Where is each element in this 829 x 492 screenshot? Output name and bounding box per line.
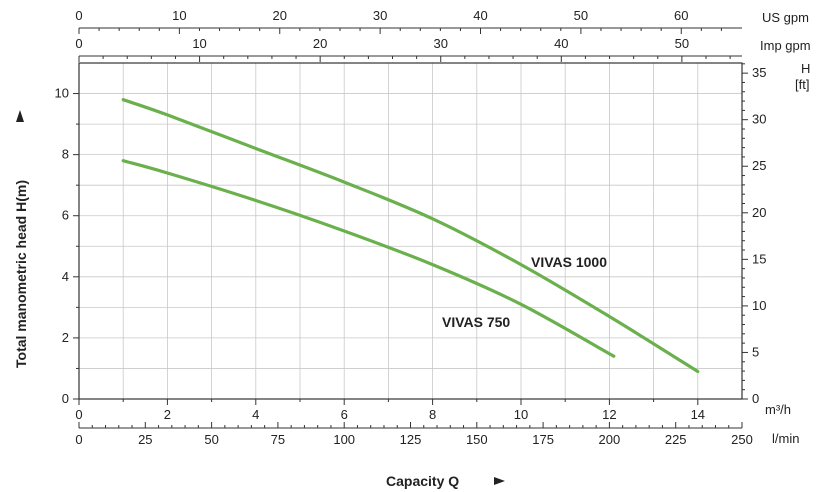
bottom-secondary-unit: l/min	[772, 431, 799, 446]
x-axis-title: Capacity Q	[386, 473, 459, 489]
right-tick-label: 20	[752, 205, 766, 220]
us-gpm-tick-label: 30	[373, 8, 387, 23]
right-tick-label: 35	[752, 65, 766, 80]
bottom-tick-label: 12	[602, 407, 616, 422]
bottom-tick-label: 0	[75, 407, 82, 422]
left-tick-label: 6	[62, 208, 69, 223]
imp-gpm-tick-label: 0	[75, 36, 82, 51]
us-gpm-tick-label: 10	[172, 8, 186, 23]
series-label-vivas-750: VIVAS 750	[442, 314, 510, 330]
lmin-tick-label: 75	[271, 432, 285, 447]
lmin-tick-label: 125	[400, 432, 422, 447]
imp-gpm-tick-label: 10	[192, 36, 206, 51]
bottom-tick-label: 14	[691, 407, 705, 422]
lmin-tick-label: 175	[532, 432, 554, 447]
series-lines	[121, 98, 700, 374]
bottom-tick-label: 10	[514, 407, 528, 422]
right-tick-label: 30	[752, 112, 766, 127]
imp-gpm-tick-label: 40	[554, 36, 568, 51]
lmin-tick-label: 25	[138, 432, 152, 447]
imp-gpm-tick-label: 30	[433, 36, 447, 51]
us-gpm-tick-label: 0	[75, 8, 82, 23]
lmin-tick-label: 100	[333, 432, 355, 447]
lmin-tick-label: 150	[466, 432, 488, 447]
y-axis-title: Total manometric head H(m)	[13, 180, 29, 368]
lmin-tick-label: 225	[665, 432, 687, 447]
grid	[79, 63, 742, 399]
y-axis-arrow-icon	[16, 110, 24, 122]
bottom-primary-unit: m³/h	[765, 402, 791, 417]
us-gpm-tick-label: 40	[473, 8, 487, 23]
top-primary-unit: US gpm	[762, 10, 809, 25]
left-tick-label: 8	[62, 147, 69, 162]
right-tick-label: 15	[752, 251, 766, 266]
left-tick-label: 4	[62, 269, 69, 284]
bottom-tick-label: 6	[341, 407, 348, 422]
right-unit-ft: [ft]	[795, 77, 809, 92]
right-tick-label: 0	[752, 391, 759, 406]
lmin-tick-label: 50	[204, 432, 218, 447]
lmin-tick-label: 0	[75, 432, 82, 447]
left-tick-label: 2	[62, 330, 69, 345]
bottom-tick-label: 2	[164, 407, 171, 422]
bottom-tick-label: 8	[429, 407, 436, 422]
series-label-vivas-1000: VIVAS 1000	[531, 254, 607, 270]
series-line-vivas-1000	[121, 98, 700, 374]
left-tick-label: 10	[55, 86, 69, 101]
right-tick-label: 5	[752, 344, 759, 359]
bottom-tick-label: 4	[252, 407, 259, 422]
right-unit-h: H	[801, 61, 810, 76]
us-gpm-tick-label: 50	[574, 8, 588, 23]
top-secondary-unit: Imp gpm	[760, 38, 811, 53]
right-tick-label: 10	[752, 298, 766, 313]
lmin-tick-label: 250	[731, 432, 753, 447]
right-tick-label: 25	[752, 158, 766, 173]
imp-gpm-tick-label: 50	[675, 36, 689, 51]
lmin-tick-label: 200	[599, 432, 621, 447]
us-gpm-tick-label: 20	[273, 8, 287, 23]
left-tick-label: 0	[62, 391, 69, 406]
x-axis-arrow-icon	[494, 477, 505, 485]
imp-gpm-tick-label: 20	[313, 36, 327, 51]
series-line-vivas-750	[121, 159, 616, 358]
us-gpm-tick-label: 60	[674, 8, 688, 23]
